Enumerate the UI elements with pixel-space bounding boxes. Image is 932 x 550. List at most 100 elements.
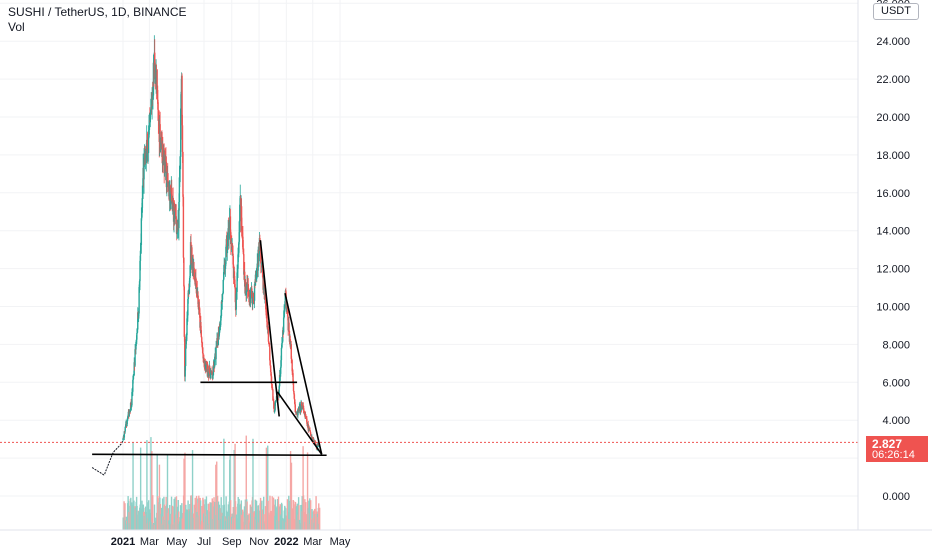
candle-body: [202, 353, 204, 359]
candle-body: [237, 254, 239, 269]
candle-body: [298, 406, 301, 411]
volume-bar: [199, 500, 202, 530]
candle-body: [301, 405, 304, 408]
candle-body: [211, 370, 213, 375]
volume-bar: [290, 462, 293, 530]
candle-body: [122, 438, 124, 440]
candle-body: [215, 346, 218, 348]
candle-body: [291, 358, 293, 361]
volume-bar: [289, 451, 292, 530]
candle-body: [178, 201, 180, 229]
candle-body: [222, 279, 224, 294]
volume-bar: [218, 504, 221, 530]
volume-bar: [156, 454, 158, 530]
volume-bar: [278, 506, 280, 530]
candle-body: [271, 387, 274, 390]
candle-body: [146, 139, 148, 151]
candle-body: [127, 415, 129, 419]
candle-body: [149, 113, 151, 123]
candle-body: [292, 373, 294, 383]
candle-body: [200, 322, 202, 331]
candle-body: [130, 405, 133, 408]
volume-bar: [222, 505, 224, 530]
candle-body: [210, 372, 212, 373]
candle-body: [292, 382, 295, 392]
price-tick-label: 12.000: [876, 264, 910, 276]
candle-body: [224, 264, 227, 270]
candle-body: [204, 360, 207, 369]
candle-body: [126, 418, 129, 422]
candle-body: [250, 289, 252, 295]
trendline: [259, 240, 280, 417]
candle-body: [302, 405, 304, 406]
candle-body: [307, 423, 309, 431]
candle-countdown: 06:26:14: [872, 449, 915, 461]
candle-body: [289, 339, 292, 348]
volume-bar: [124, 503, 126, 530]
volume-bar: [252, 512, 255, 530]
candle-body: [138, 281, 141, 288]
candle-body: [270, 376, 273, 385]
candle-body: [275, 400, 277, 401]
candle-body: [309, 431, 312, 435]
candle-body: [236, 272, 238, 292]
candle-body: [228, 219, 231, 229]
candle-body: [157, 109, 160, 121]
candle-body: [216, 338, 218, 347]
volume-bar: [223, 438, 225, 530]
candle-body: [123, 431, 126, 438]
chart-grid: [0, 0, 858, 530]
candle-body: [159, 138, 162, 148]
candle-body: [175, 207, 177, 217]
candle-body: [223, 265, 225, 273]
candle-body: [288, 330, 291, 342]
candle-body: [236, 268, 239, 273]
candle-body: [188, 277, 191, 288]
candle-body: [283, 312, 285, 318]
candle-body: [226, 238, 228, 252]
candle-body: [164, 156, 167, 173]
volume-bar: [191, 450, 194, 530]
candle-body: [201, 337, 203, 343]
volume-bar: [210, 502, 213, 530]
candle-body: [151, 97, 153, 108]
candle-body: [273, 400, 275, 409]
candle-body: [257, 249, 260, 257]
candle-body: [166, 182, 168, 188]
volume-bar: [263, 496, 265, 530]
volume-bar: [133, 500, 135, 530]
last-price-value: 2.827: [872, 437, 903, 451]
candle-body: [252, 292, 254, 305]
currency-badge[interactable]: USDT: [873, 3, 919, 20]
candle-body: [242, 236, 244, 250]
candle-body: [198, 307, 201, 313]
candle-body: [124, 431, 126, 433]
price-tick-label: 6.000: [882, 377, 910, 389]
candle-body: [184, 348, 187, 367]
candle-body: [180, 91, 182, 109]
candle-body: [140, 244, 142, 251]
candle-body: [184, 336, 186, 377]
volume-bar: [209, 502, 211, 530]
candle-body: [249, 294, 252, 299]
volume-bar: [173, 498, 175, 530]
candle-body: [227, 232, 229, 247]
volume-bar: [177, 511, 180, 530]
candle-body: [280, 347, 283, 361]
candle-body: [136, 332, 138, 340]
volume-bar: [217, 501, 220, 530]
candle-body: [300, 403, 303, 410]
pre-listing-price-line: [91, 440, 124, 476]
candle-body: [248, 289, 250, 294]
volume-bar: [219, 508, 222, 530]
volume-bar: [181, 503, 183, 530]
candle-body: [195, 283, 198, 294]
volume-bar: [152, 495, 154, 530]
volume-bar: [318, 503, 320, 530]
candle-body: [269, 346, 271, 361]
candle-body: [231, 246, 234, 254]
time-tick-label: 2022: [274, 536, 298, 548]
candle-body: [135, 342, 137, 350]
volume-bar: [220, 497, 222, 530]
